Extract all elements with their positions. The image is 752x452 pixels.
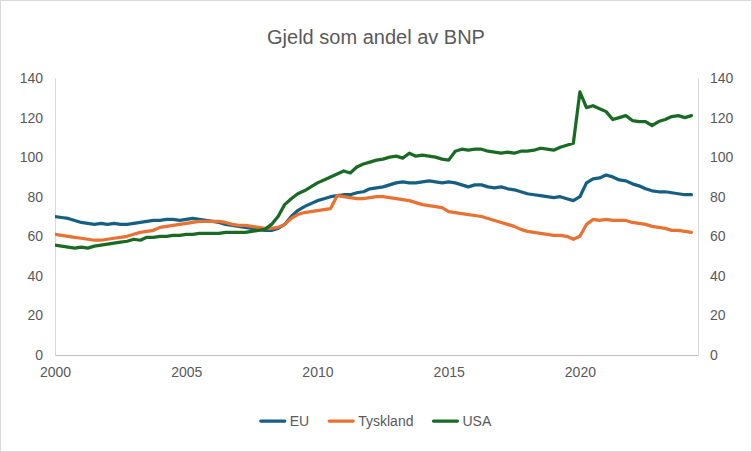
tick-label: 60	[710, 228, 726, 244]
tick-label: 120	[710, 110, 734, 126]
chart-border	[1, 1, 752, 452]
tick: 20	[698, 307, 726, 323]
tick: 140	[698, 70, 734, 86]
tick-label: 80	[27, 189, 43, 205]
tick-label: 2015	[434, 364, 465, 380]
axis-line	[56, 355, 699, 356]
plot-area: 0 20 40 60 80 100 120 140 0 20 40 60 80 100 120 140 2000…	[20, 70, 734, 380]
tick: 2015	[434, 355, 465, 380]
tick: 0	[698, 347, 718, 363]
tick: 20	[27, 307, 55, 323]
series-line	[55, 196, 691, 241]
legend-label: EU	[290, 413, 309, 429]
tick: 40	[698, 268, 726, 284]
legend-label: USA	[462, 413, 491, 429]
tick-label: 2010	[302, 364, 333, 380]
tick-label: 20	[710, 307, 726, 323]
tick-label: 80	[710, 189, 726, 205]
series-line	[55, 175, 691, 230]
legend-swatch	[261, 419, 285, 422]
tick-label: 40	[27, 268, 43, 284]
tick-label: 20	[27, 307, 43, 323]
legend: EU Tyskland USA	[261, 413, 492, 429]
chart: Gjeld som andel av BNP 0 20 40 60 80 100 120 140…	[0, 0, 752, 452]
tick: 60	[27, 228, 55, 244]
tick-label: 140	[20, 70, 44, 86]
axis-line	[698, 79, 699, 356]
tick-label: 0	[710, 347, 718, 363]
series-line	[55, 92, 691, 248]
y2-axis: 0 20 40 60 80 100 120 140	[698, 70, 734, 363]
tick: 80	[27, 189, 55, 205]
tick-label: 2000	[40, 364, 71, 380]
tick-label: 60	[27, 228, 43, 244]
legend-item: EU	[261, 413, 309, 429]
series-group	[55, 92, 691, 248]
legend-label: Tyskland	[358, 413, 413, 429]
legend-item: Tyskland	[329, 413, 413, 429]
tick-label: 0	[35, 347, 43, 363]
y-axis: 0 20 40 60 80 100 120 140	[20, 70, 56, 363]
tick: 60	[698, 228, 726, 244]
tick: 100	[698, 149, 734, 165]
tick: 100	[20, 149, 55, 165]
tick: 140	[20, 70, 55, 86]
tick-label: 2005	[171, 364, 202, 380]
tick: 0	[35, 347, 55, 363]
tick: 120	[20, 110, 55, 126]
legend-swatch	[329, 419, 353, 422]
legend-swatch	[433, 419, 457, 422]
tick: 2000	[40, 355, 71, 380]
tick: 2010	[302, 355, 333, 380]
tick-label: 40	[710, 268, 726, 284]
tick: 80	[698, 189, 726, 205]
tick-label: 140	[710, 70, 734, 86]
tick-label: 100	[710, 149, 734, 165]
tick-label: 2020	[565, 364, 596, 380]
tick: 2020	[565, 355, 596, 380]
x-axis: 2000 2005 2010 2015 2020	[40, 355, 699, 380]
tick: 2005	[171, 355, 202, 380]
legend-item: USA	[433, 413, 491, 429]
tick-label: 100	[20, 149, 44, 165]
title: Gjeld som andel av BNP	[267, 26, 485, 48]
tick: 120	[698, 110, 734, 126]
tick: 40	[27, 268, 55, 284]
tick-label: 120	[20, 110, 44, 126]
